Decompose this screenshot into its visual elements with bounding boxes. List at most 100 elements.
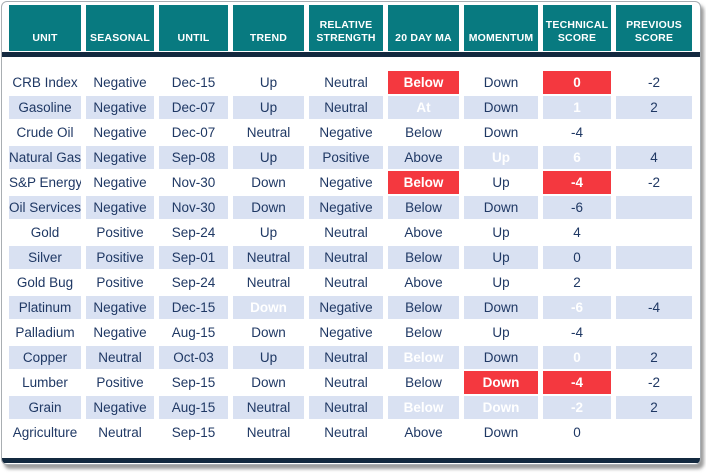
table-cell: 2	[616, 396, 692, 419]
table-row: Natural Gas Negative Sep-08 Up Positive Above…	[9, 146, 692, 169]
table-cell: Below	[388, 321, 459, 344]
bottom-divider-line	[2, 458, 700, 463]
table-row: Silver Positive Sep-01 Neutral Neutral Below U…	[9, 246, 692, 269]
table-cell	[616, 196, 692, 219]
table-row: Gasoline Negative Dec-07 Up Neutral At Down 1 2	[9, 96, 692, 119]
table-cell: Below	[388, 371, 459, 394]
table-cell: Gasoline	[9, 96, 81, 119]
table-row: CRB Index Negative Dec-15 Up Neutral Below Dow…	[9, 71, 692, 94]
table-cell: Sep-24	[159, 221, 228, 244]
table-cell: Down	[464, 196, 538, 219]
table-cell: Neutral	[309, 246, 383, 269]
header-row: UNIT SEASONAL UNTIL TREND RELATIVE STREN…	[9, 5, 692, 51]
table-cell: Below	[388, 196, 459, 219]
table-cell: CRB Index	[9, 71, 81, 94]
column-header-relative-strength: RELATIVE STRENGTH	[309, 5, 383, 51]
table-cell: -2	[616, 171, 692, 194]
column-header-momentum: MOMENTUM	[464, 5, 538, 51]
table-cell: Above	[388, 146, 459, 169]
table-cell: 0	[543, 346, 611, 369]
table-cell: Positive	[86, 371, 154, 394]
table-cell	[616, 421, 692, 444]
table-cell: -4	[543, 371, 611, 394]
table-cell: Down	[464, 121, 538, 144]
header-divider-line	[2, 52, 700, 57]
table-row: Platinum Negative Dec-15 Down Negative Below D…	[9, 296, 692, 319]
table-cell: Negative	[86, 296, 154, 319]
table-cell: Negative	[86, 146, 154, 169]
table-cell: -4	[543, 121, 611, 144]
table-cell: -4	[543, 171, 611, 194]
table-cell: Up	[464, 171, 538, 194]
table-cell: Positive	[86, 246, 154, 269]
table-cell: Negative	[309, 196, 383, 219]
table-cell: Up	[233, 71, 304, 94]
table-cell: Palladium	[9, 321, 81, 344]
table-cell: 1	[543, 96, 611, 119]
table-cell: Below	[388, 121, 459, 144]
table-cell: Below	[388, 71, 459, 94]
table-row: Crude Oil Negative Dec-07 Neutral Negative Be…	[9, 121, 692, 144]
table-cell: Dec-07	[159, 121, 228, 144]
table-cell: -2	[543, 396, 611, 419]
table-cell: Gold Bug	[9, 271, 81, 294]
table-cell: Negative	[86, 396, 154, 419]
table-cell: Grain	[9, 396, 81, 419]
table-cell: -6	[543, 196, 611, 219]
table-cell: Dec-15	[159, 71, 228, 94]
column-header-technical-score: TECHNICAL SCORE	[543, 5, 611, 51]
table-cell: Neutral	[309, 221, 383, 244]
table-cell: Down	[464, 421, 538, 444]
table-cell: Silver	[9, 246, 81, 269]
scores-table-header: UNIT SEASONAL UNTIL TREND RELATIVE STREN…	[4, 5, 697, 51]
table-cell: At	[388, 96, 459, 119]
table-row: Agriculture Neutral Sep-15 Neutral Neutral Ab…	[9, 421, 692, 444]
table-cell: -4	[616, 296, 692, 319]
table-cell: Below	[388, 396, 459, 419]
table-cell: Neutral	[86, 346, 154, 369]
table-cell: Neutral	[309, 346, 383, 369]
table-cell: Dec-07	[159, 96, 228, 119]
table-cell: 6	[543, 146, 611, 169]
table-cell: Gold	[9, 221, 81, 244]
table-cell: Neutral	[309, 396, 383, 419]
table-cell: Neutral	[233, 271, 304, 294]
table-cell: Negative	[309, 296, 383, 319]
table-cell: Crude Oil	[9, 121, 81, 144]
table-cell: Down	[233, 321, 304, 344]
table-cell: Up	[464, 321, 538, 344]
table-cell: Positive	[86, 221, 154, 244]
table-cell: Neutral	[309, 371, 383, 394]
table-cell: Negative	[86, 171, 154, 194]
table-cell: 4	[616, 146, 692, 169]
table-cell: Neutral	[309, 71, 383, 94]
table-cell: Negative	[86, 196, 154, 219]
table-row: Palladium Negative Aug-15 Down Negative Below…	[9, 321, 692, 344]
table-cell	[616, 246, 692, 269]
table-cell: Positive	[86, 271, 154, 294]
table-cell: Neutral	[309, 421, 383, 444]
table-cell: -2	[616, 371, 692, 394]
table-cell: Below	[388, 296, 459, 319]
table-cell: Negative	[309, 171, 383, 194]
table-cell: Down	[464, 96, 538, 119]
table-cell: Neutral	[86, 421, 154, 444]
table-cell: Down	[464, 71, 538, 94]
table-cell: Above	[388, 221, 459, 244]
table-cell: Nov-30	[159, 171, 228, 194]
table-cell: Sep-15	[159, 371, 228, 394]
table-row: Gold Bug Positive Sep-24 Neutral Neutral Abov…	[9, 271, 692, 294]
table-cell: Neutral	[233, 421, 304, 444]
screenshot-frame: UNIT SEASONAL UNTIL TREND RELATIVE STREN…	[1, 1, 701, 465]
table-cell: Nov-30	[159, 196, 228, 219]
table-cell: Up	[233, 146, 304, 169]
table-row: Oil Services Negative Nov-30 Down Negative Be…	[9, 196, 692, 219]
table-cell: Up	[464, 271, 538, 294]
table-cell: Below	[388, 246, 459, 269]
table-cell: Up	[233, 346, 304, 369]
table-cell: 2	[616, 96, 692, 119]
table-cell: Neutral	[309, 271, 383, 294]
table-cell: Down	[464, 396, 538, 419]
table-cell: Agriculture	[9, 421, 81, 444]
table-cell: Down	[233, 296, 304, 319]
